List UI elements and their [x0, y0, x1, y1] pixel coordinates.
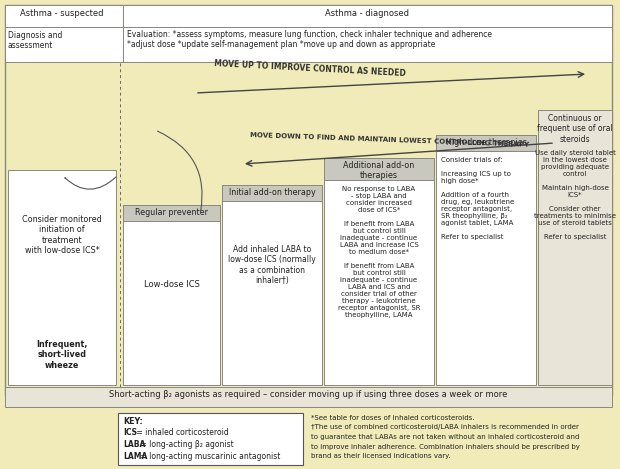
Text: †The use of combined corticosteroid/LABA inhalers is recommended in order: †The use of combined corticosteroid/LABA…: [311, 424, 579, 431]
Text: No response to LABA
- stop LABA and
consider increased
dose of ICS*

If benefit : No response to LABA - stop LABA and cons…: [338, 186, 420, 318]
Text: MOVE UP TO IMPROVE CONTROL AS NEEDED: MOVE UP TO IMPROVE CONTROL AS NEEDED: [214, 59, 406, 78]
Text: = inhaled corticosteroid: = inhaled corticosteroid: [135, 428, 229, 437]
Bar: [538, 110, 612, 385]
FancyArrowPatch shape: [157, 131, 202, 211]
Text: = long-acting β₂ agonist: = long-acting β₂ agonist: [138, 440, 234, 449]
Text: to improve inhaler adherence. Combination inhalers should be prescribed by: to improve inhaler adherence. Combinatio…: [311, 444, 580, 449]
Text: LABA: LABA: [123, 440, 145, 449]
Text: ICS: ICS: [123, 428, 137, 437]
Bar: [5, 5, 612, 395]
Text: High-dose therapies: High-dose therapies: [446, 138, 526, 147]
Text: MOVE DOWN TO FIND AND MAINTAIN LOWEST CONTROLLING THERAPY: MOVE DOWN TO FIND AND MAINTAIN LOWEST CO…: [250, 132, 529, 148]
Text: Continuous or
frequent use of oral
steroids: Continuous or frequent use of oral stero…: [537, 114, 613, 144]
Text: Initial add-on therapy: Initial add-on therapy: [229, 188, 316, 197]
Text: *See table for doses of inhaled corticosteroids.: *See table for doses of inhaled corticos…: [311, 415, 474, 421]
Bar: [5, 5, 123, 27]
Bar: [123, 205, 220, 221]
Text: to guarantee that LABAs are not taken without an inhaled corticosteroid and: to guarantee that LABAs are not taken wi…: [311, 434, 579, 440]
Text: Add inhaled LABA to
low-dose ICS (normally
as a combination
inhaler†): Add inhaled LABA to low-dose ICS (normal…: [228, 245, 316, 285]
Text: KEY:: KEY:: [123, 417, 143, 426]
Text: Short-acting β₂ agonists as required – consider moving up if using three doses a: Short-acting β₂ agonists as required – c…: [109, 390, 507, 399]
Text: Asthma - suspected: Asthma - suspected: [20, 9, 104, 18]
Text: Use daily steroid tablet
in the lowest dose
providing adequate
control

Maintain: Use daily steroid tablet in the lowest d…: [534, 150, 616, 240]
Bar: [324, 158, 434, 180]
Bar: [436, 135, 536, 151]
Bar: [123, 5, 612, 27]
Text: Regular preventer: Regular preventer: [135, 208, 208, 217]
Bar: [5, 387, 612, 407]
Bar: [118, 413, 303, 465]
Text: Consider monitored
initiation of
treatment
with low-dose ICS*: Consider monitored initiation of treatme…: [22, 215, 102, 255]
Bar: [123, 205, 220, 385]
Bar: [5, 27, 123, 62]
Bar: [222, 185, 322, 201]
Text: Additional add-on
therapies: Additional add-on therapies: [343, 161, 415, 181]
Bar: [8, 170, 116, 385]
Text: brand as their licensed indications vary.: brand as their licensed indications vary…: [311, 453, 451, 459]
Text: Asthma - diagnosed: Asthma - diagnosed: [325, 9, 409, 18]
Bar: [222, 185, 322, 385]
Text: = long-acting muscarinic antagonist: = long-acting muscarinic antagonist: [138, 452, 281, 461]
Text: Diagnosis and
assessment: Diagnosis and assessment: [8, 31, 63, 50]
FancyArrowPatch shape: [65, 177, 116, 189]
Bar: [123, 27, 612, 62]
Text: Infrequent,
short-lived
wheeze: Infrequent, short-lived wheeze: [37, 340, 87, 370]
Text: *adjust dose *update self-management plan *move up and down as appropriate: *adjust dose *update self-management pla…: [127, 40, 435, 49]
Bar: [436, 135, 536, 385]
Text: LAMA: LAMA: [123, 452, 148, 461]
Text: Low-dose ICS: Low-dose ICS: [144, 280, 200, 289]
Text: Consider trials of:

Increasing ICS up to
high dose*

Addition of a fourth
drug,: Consider trials of: Increasing ICS up to…: [441, 157, 514, 240]
Bar: [324, 158, 434, 385]
Text: Evaluation: *assess symptoms, measure lung function, check inhaler technique and: Evaluation: *assess symptoms, measure lu…: [127, 30, 492, 39]
